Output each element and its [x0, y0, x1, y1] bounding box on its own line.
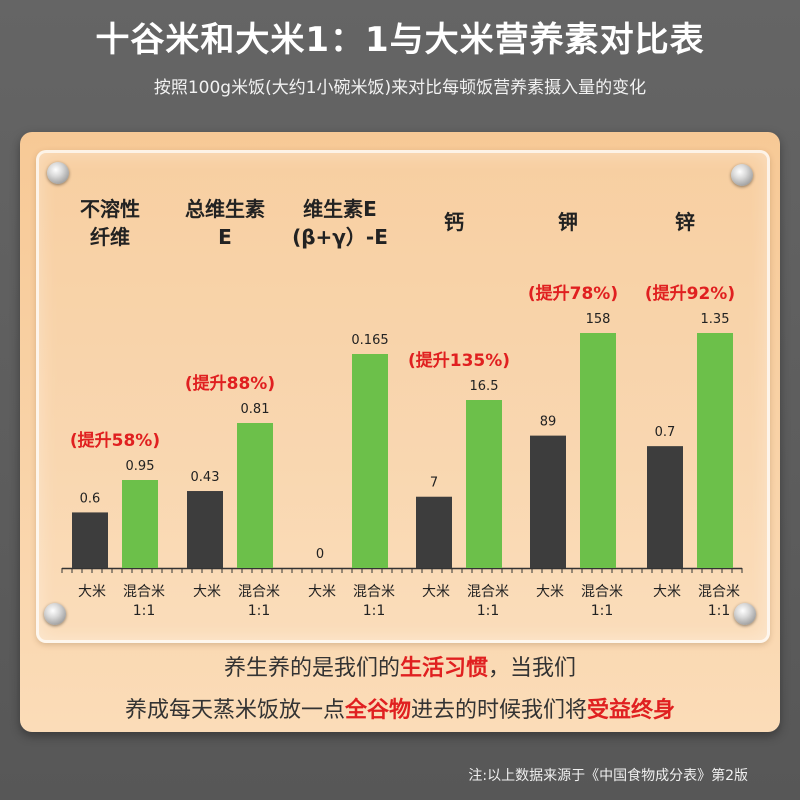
improvement-label: (提升135%)	[408, 351, 510, 371]
value-label-mix: 1.35	[701, 312, 730, 327]
bar-mix	[122, 480, 158, 568]
footer-line-1-part-c: ，当我们	[488, 656, 577, 681]
value-label-rice: 7	[430, 476, 438, 491]
xtick-mix-ratio: 1:1	[477, 603, 500, 619]
xtick-mix: 混合米	[123, 584, 165, 600]
xtick-rice: 大米	[193, 584, 221, 600]
category-label: 不溶性	[80, 197, 140, 221]
xtick-mix-ratio: 1:1	[591, 603, 614, 619]
bar-mix	[352, 354, 388, 568]
footer-highlight-benefit: 受益终身	[587, 698, 676, 723]
category-label: 锌	[675, 210, 695, 234]
value-label-rice: 0	[316, 547, 324, 562]
page-subtitle: 按照100g米饭(大约1小碗米饭)来对比每顿饭营养素摄入量的变化	[153, 78, 647, 98]
bar-rice	[187, 491, 223, 568]
value-label-rice: 89	[540, 415, 557, 430]
value-label-mix: 16.5	[470, 379, 499, 394]
footer-highlight-whole-grain: 全谷物	[344, 698, 411, 723]
category-label: (β+γ）-E	[292, 225, 388, 249]
improvement-label: (提升58%)	[70, 431, 160, 451]
page-title: 十谷米和大米1：1与大米营养素对比表	[95, 20, 705, 60]
xtick-rice: 大米	[422, 584, 450, 600]
chart-board	[20, 132, 780, 732]
screw-bottom-left	[44, 603, 66, 625]
bar-mix	[466, 400, 502, 568]
xtick-rice: 大米	[308, 584, 336, 600]
value-label-mix: 0.81	[241, 402, 270, 417]
bar-rice	[647, 446, 683, 568]
improvement-label: (提升88%)	[185, 374, 275, 394]
value-label-rice: 0.43	[191, 470, 220, 485]
xtick-mix: 混合米	[353, 584, 395, 600]
screw-top-left	[47, 162, 69, 184]
bar-rice	[72, 512, 108, 568]
footer-line-2-part-c: 进去的时候我们将	[411, 698, 588, 723]
value-label-rice: 0.7	[655, 425, 676, 440]
screw-top-right	[731, 164, 753, 186]
xtick-mix-ratio: 1:1	[133, 603, 156, 619]
footer-highlight-habit: 生活习惯	[399, 656, 488, 681]
category-label: 钾	[558, 210, 578, 234]
footer-line-1-part-a: 养生养的是我们的	[223, 656, 400, 681]
xtick-rice: 大米	[653, 584, 681, 600]
improvement-label: (提升78%)	[528, 284, 618, 304]
xtick-mix: 混合米	[467, 584, 509, 600]
value-label-rice: 0.6	[80, 491, 101, 506]
footer-line-2-part-a: 养成每天蒸米饭放一点	[124, 698, 345, 723]
improvement-label: (提升92%)	[645, 284, 735, 304]
value-label-mix: 0.95	[126, 459, 155, 474]
bar-mix	[697, 333, 733, 568]
footer-line-2: 养成每天蒸米饭放一点全谷物进去的时候我们将受益终身	[0, 692, 800, 724]
bar-rice	[530, 435, 566, 568]
xtick-rice: 大米	[78, 584, 106, 600]
bar-rice	[416, 496, 452, 568]
source-note: 注:以上数据来源于《中国食物成分表》第2版	[468, 768, 748, 784]
category-label: 钙	[444, 210, 464, 234]
category-label: 纤维	[90, 225, 130, 249]
category-label: 维生素E	[303, 197, 377, 221]
screw-bottom-right	[734, 603, 756, 625]
value-label-mix: 0.165	[351, 333, 388, 348]
xtick-mix: 混合米	[698, 584, 740, 600]
footer-line-1: 养生养的是我们的生活习惯，当我们	[0, 650, 800, 682]
xtick-mix-ratio: 1:1	[248, 603, 271, 619]
value-label-mix: 158	[586, 312, 611, 327]
bar-mix	[237, 423, 273, 568]
xtick-mix-ratio: 1:1	[363, 603, 386, 619]
xtick-rice: 大米	[536, 584, 564, 600]
xtick-mix: 混合米	[581, 584, 623, 600]
xtick-mix-ratio: 1:1	[708, 603, 731, 619]
category-label: E	[218, 225, 232, 249]
category-label: 总维生素	[185, 197, 265, 221]
bar-mix	[580, 333, 616, 568]
xtick-mix: 混合米	[238, 584, 280, 600]
